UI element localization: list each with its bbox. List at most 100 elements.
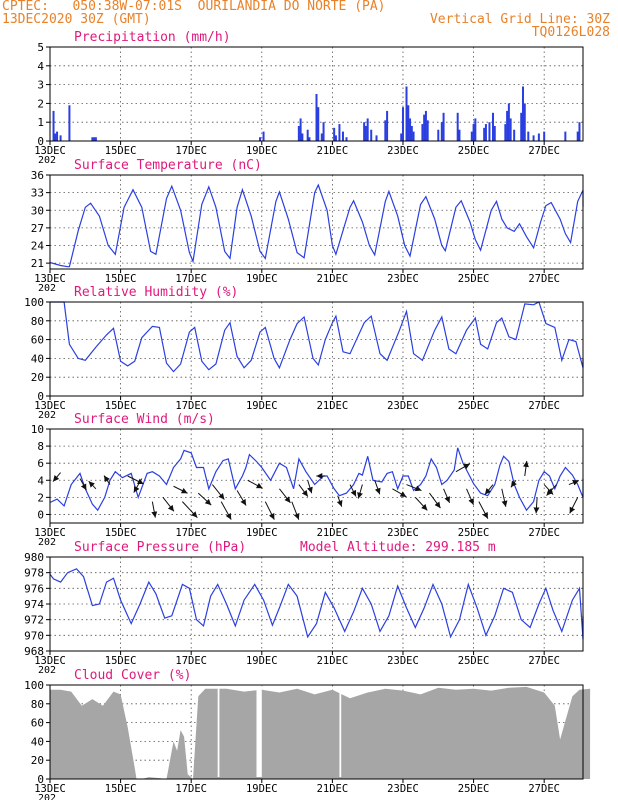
year-label: 202 [38,793,56,800]
x-tick-label: 27DEC [528,527,560,539]
wind-arrow [88,480,97,490]
wind-arrow [197,492,212,506]
precip-bar [322,122,325,141]
wind-arrow [429,492,441,509]
wind-arrow [501,488,508,507]
y-tick-label: 40 [31,735,44,748]
panel-frame [49,301,584,397]
x-tick-label: 13DEC [34,145,66,157]
y-tick-label: 976 [24,582,44,595]
panel-title: Surface Wind (m/s) [74,412,215,427]
wind-arrow [392,488,407,498]
year-label: 202 [38,410,56,421]
y-tick-label: 970 [24,629,44,642]
precip-bar [91,137,94,141]
cloud-cover-area [50,686,591,779]
wind-arrow [406,484,422,492]
precip-bar [421,124,424,141]
y-tick-label: 24 [31,240,45,253]
wind-arrow [151,501,158,518]
precip-bar [301,133,304,141]
precip-bar [484,124,487,141]
x-tick-label: 27DEC [528,145,560,157]
x-tick-label: 25DEC [458,400,490,412]
precip-bar [363,122,366,141]
y-tick-label: 980 [24,551,44,564]
precip-bar [440,122,443,141]
wind-arrow [414,497,428,511]
panel-title: Cloud Cover (%) [74,668,191,683]
y-tick-label: 27 [31,222,44,235]
precip-bar [523,103,526,141]
precip-bar [488,122,491,141]
cloud-gap [256,685,262,777]
x-tick-label: 19DEC [246,527,278,539]
precip-bar [375,135,378,141]
wind-arrow [103,475,111,485]
x-tick-label: 25DEC [458,273,490,285]
y-tick-label: 5 [37,41,44,54]
x-tick-label: 13DEC [34,655,66,667]
precip-bar [54,133,57,141]
precip-bar [564,131,567,141]
y-tick-label: 0 [37,390,44,403]
precip-bar [506,110,509,141]
precip-bar [521,86,524,141]
wind-arrow [291,501,300,520]
precip-bar [341,131,344,141]
precip-bar [576,131,579,141]
x-tick-label: 19DEC [246,400,278,412]
precip-bar [493,125,496,141]
y-tick-label: 80 [31,315,44,328]
cloud-gap [217,685,220,777]
wind-arrow [236,490,247,506]
precip-bar [491,112,494,141]
header-model-id: TQ0126L028 [531,25,610,40]
precip-bar [400,133,403,141]
x-tick-label: 23DEC [387,273,419,285]
x-tick-label: 25DEC [458,783,490,795]
precip-bar [370,129,373,141]
precip-bar [442,112,445,141]
precip-bar [93,137,96,141]
wind-arrow [162,497,175,512]
precip-bar [578,122,581,141]
precip-bar [338,124,341,141]
precip-bar [424,110,427,141]
precip-bar [333,127,336,141]
wind-arrow [522,460,529,477]
panel-subtitle: Model Altitude: 299.185 m [300,540,496,555]
y-tick-label: 1 [37,116,44,129]
wind-arrow [264,501,275,520]
precip-bar [507,103,510,141]
x-tick-label: 23DEC [387,400,419,412]
precip-bar [297,125,300,141]
year-label: 202 [38,537,56,548]
x-tick-label: 21DEC [317,273,349,285]
precip-bar [56,131,59,141]
x-tick-label: 23DEC [387,655,419,667]
wind-arrow [533,497,540,514]
y-tick-label: 6 [37,457,44,470]
panel-6 [46,684,591,783]
precip-bar [68,105,71,141]
panel-frame [49,428,584,524]
y-tick-label: 60 [31,717,44,730]
x-tick-label: 17DEC [175,273,207,285]
panel-2 [46,174,584,273]
y-tick-label: 0 [37,135,44,148]
header-date: 13DEC2020 30Z (GMT) [2,12,151,27]
x-tick-label: 19DEC [246,655,278,667]
series-line [50,301,584,373]
x-tick-label: 17DEC [175,400,207,412]
precip-bar [470,131,473,141]
precip-bar [407,105,410,141]
panel-title: Precipitation (mm/h) [74,30,231,45]
precip-bar [401,107,404,141]
panel-4 [46,428,584,527]
y-tick-label: 33 [31,187,44,200]
y-tick-label: 20 [31,754,44,767]
wind-arrow [336,495,343,507]
x-tick-label: 27DEC [528,655,560,667]
